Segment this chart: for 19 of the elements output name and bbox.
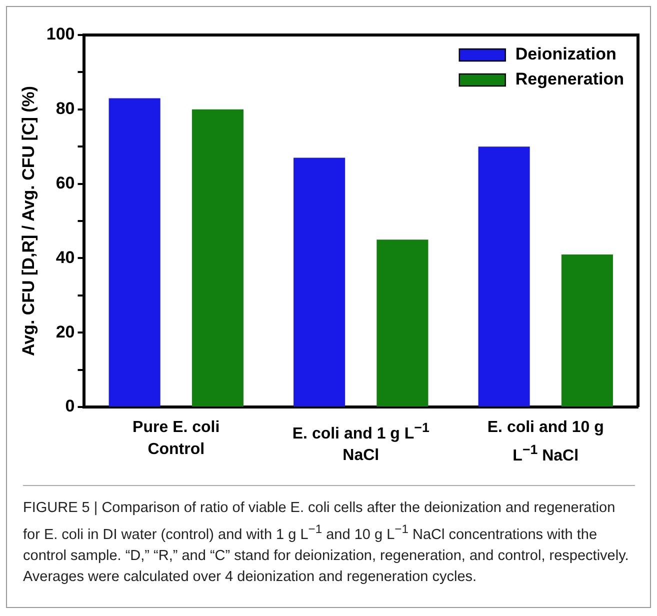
bar — [376, 240, 428, 406]
caption: FIGURE 5 | Comparison of ratio of viable E. coli cells after the deionization and regeneration for E. coli in DI water (control) and with 1 g L$^{−1}$ and 10 g L$^{−1}$ NaCl concentrations with the control sample. “D,” “R,” and “C” stand for deionization, regeneration, and control, respectively. Averages were calculated over 4 deionization and regeneration cycles. — [23, 499, 630, 587]
bar — [108, 98, 160, 406]
bar — [478, 146, 530, 406]
x-tick-label: Pure E. coli Control — [132, 418, 221, 460]
bar — [294, 158, 346, 406]
y-tick-label: 100 — [46, 24, 75, 44]
legend-label: Deionization — [515, 44, 616, 64]
y-tick-label: 60 — [56, 173, 75, 192]
category-label: E. coli and 1 g L$^{−1}$ NaCl — [292, 420, 430, 464]
y-tick-label: 20 — [56, 322, 75, 342]
x-tick-label: E. coli and 10 g L$^{−1}$ NaCl — [486, 418, 605, 466]
y-tick-label: 0 — [65, 396, 75, 416]
legend-label: Regeneration — [515, 70, 624, 89]
y-tick-label: 40 — [56, 248, 75, 267]
bar — [561, 254, 613, 406]
y-axis-title: Avg. CFU [D,R] / Avg. CFU [C] (%) — [18, 86, 38, 356]
y-tick-label: 80 — [56, 99, 75, 118]
bar — [192, 109, 244, 406]
